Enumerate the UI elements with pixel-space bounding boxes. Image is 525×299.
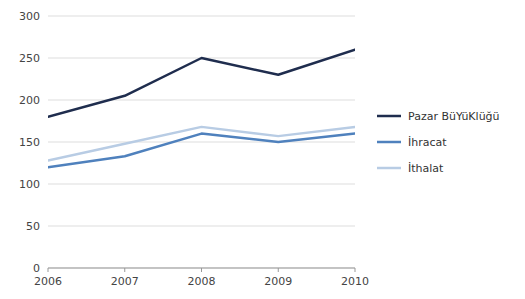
y-tick-label: 100 (19, 178, 40, 191)
series-line (48, 127, 355, 161)
grid-line (48, 100, 355, 101)
chart: 0 50 100 150 200 250 300 2006 2007 2008 2009 2010 Pa… (0, 0, 525, 299)
legend-label: İhracat (408, 136, 447, 149)
x-tick (201, 268, 202, 272)
x-tick-label: 2006 (34, 275, 62, 288)
legend-swatch (377, 115, 401, 118)
y-tick-label: 200 (19, 94, 40, 107)
grid-line (48, 184, 355, 185)
grid-line (48, 142, 355, 143)
x-tick (278, 268, 279, 272)
y-axis: 0 50 100 150 200 250 300 (19, 10, 355, 275)
grid-line (48, 226, 355, 227)
legend-swatch (377, 141, 401, 144)
y-tick-label: 0 (33, 262, 40, 275)
x-tick (355, 268, 356, 272)
legend-label: İthalat (408, 162, 444, 175)
legend-label: Pazar BüYüKlüğü (408, 110, 500, 123)
y-tick-label: 150 (19, 136, 40, 149)
y-tick-label: 250 (19, 52, 40, 65)
x-tick-label: 2007 (111, 275, 139, 288)
x-tick-label: 2010 (341, 275, 369, 288)
series-line (48, 50, 355, 117)
plot-area (48, 50, 355, 168)
y-tick-label: 300 (19, 10, 40, 23)
x-tick-label: 2009 (264, 275, 292, 288)
chart-container: 0 50 100 150 200 250 300 2006 2007 2008 2009 2010 Pa… (0, 0, 525, 299)
x-tick (48, 268, 49, 272)
x-axis: 2006 2007 2008 2009 2010 (34, 268, 369, 288)
legend: Pazar BüYüKlüğü İhracat İthalat (377, 110, 500, 175)
x-tick-label: 2008 (188, 275, 216, 288)
y-tick-label: 50 (26, 220, 40, 233)
x-tick (124, 268, 125, 272)
legend-swatch (377, 167, 401, 170)
grid-line (48, 16, 355, 17)
